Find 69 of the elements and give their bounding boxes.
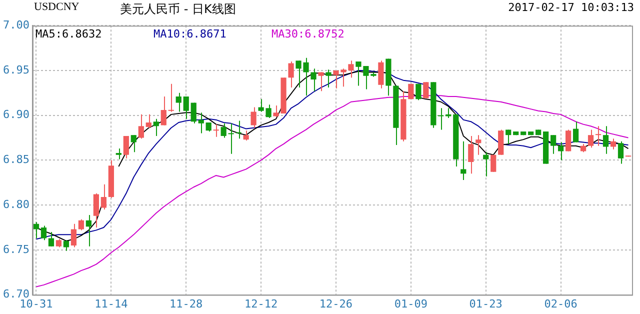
y-tick-label: 6.95 (2, 63, 30, 76)
candlestick (176, 92, 182, 112)
candlestick (326, 69, 332, 88)
candlestick (588, 129, 594, 148)
x-tick-label: 12-26 (319, 297, 353, 310)
candlestick (416, 83, 422, 101)
x-tick-label: 01-09 (394, 297, 428, 310)
text: MA5:6.8632 (35, 27, 102, 40)
candlestick (558, 142, 564, 161)
candlestick (100, 184, 106, 210)
candlestick (116, 148, 122, 160)
candlestick (78, 218, 84, 231)
candlestick (220, 122, 226, 138)
chart-title: 美元人民币 - 日K线图 (120, 1, 236, 18)
candlestick (572, 121, 579, 143)
candlestick (198, 112, 204, 134)
candlestick (483, 152, 489, 177)
candlestick (476, 134, 482, 156)
candlestick (318, 72, 324, 92)
y-tick-label: 6.80 (2, 198, 30, 211)
y-tick-label: 6.75 (2, 242, 30, 256)
candlestick (595, 126, 602, 146)
candlestick (190, 102, 196, 124)
candlestick (86, 214, 92, 247)
candlestick (138, 114, 144, 140)
candlestick (565, 129, 572, 152)
candlestick (213, 124, 219, 138)
x-tick-label: 11-28 (170, 297, 203, 310)
candlestick (618, 140, 624, 164)
y-tick-label: 6.90 (2, 108, 30, 122)
candlestick (40, 225, 47, 241)
y-tick-label: 7.00 (2, 18, 30, 32)
candlestick (160, 96, 166, 126)
candlestick (602, 126, 609, 154)
text: MA10:6.8671 (153, 27, 226, 40)
candlestick (183, 96, 189, 120)
candlestick (310, 68, 316, 92)
y-tick-label: 6.85 (2, 153, 30, 166)
candlestick (123, 135, 129, 159)
text: MA30:6.8752 (271, 27, 344, 40)
candlestick (438, 108, 444, 130)
candlestick (460, 140, 466, 180)
x-tick-label: 01-23 (469, 297, 502, 310)
candlestick (250, 106, 256, 128)
candlestick (506, 129, 512, 145)
text: 2017-02-17 10:03:13 (508, 1, 634, 14)
candlestick (48, 231, 54, 247)
candlestick (33, 222, 40, 239)
candlestick (146, 114, 152, 128)
candlestick (610, 138, 616, 150)
text: USDCNY (34, 1, 80, 13)
candlestick (550, 134, 556, 154)
candlestick (468, 135, 474, 174)
x-tick-label: 12-12 (244, 297, 278, 310)
x-tick-label: 02-06 (544, 297, 578, 310)
candlestick (490, 154, 496, 172)
candlestick (288, 60, 294, 88)
candlestick (243, 130, 249, 141)
x-tick-label: 11-14 (94, 297, 128, 310)
candlestick (130, 134, 136, 153)
candlestick (378, 60, 384, 89)
candlestick (236, 120, 242, 140)
candlestick (93, 192, 99, 228)
candlestick (168, 83, 174, 112)
candlestick (153, 118, 159, 136)
candlestick (423, 82, 429, 99)
candlestick (70, 223, 77, 248)
candlestick (63, 240, 70, 252)
candlestick (228, 122, 234, 154)
